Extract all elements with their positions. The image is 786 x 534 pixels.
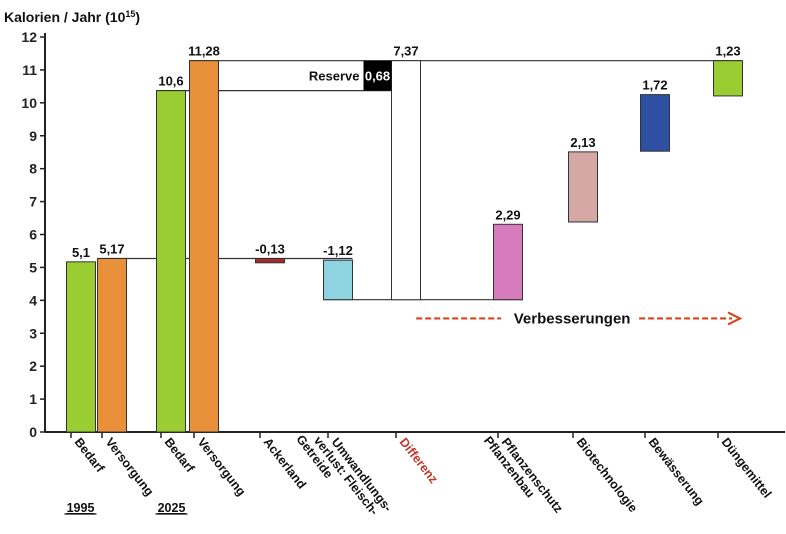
annotation-label: Verbesserungen — [514, 310, 631, 327]
x-tick-label: Bedarf — [72, 435, 108, 475]
x-tick-label: Umwandlungs-verlust: Fleisch-Getreide — [293, 416, 394, 530]
x-tick-label-line: Düngemittel — [719, 435, 775, 501]
data-label: 11,28 — [188, 44, 220, 59]
reserve-box — [363, 60, 392, 91]
bar — [323, 259, 353, 301]
x-tick-label-line: Bewässerung — [646, 435, 707, 508]
data-label: 5,17 — [99, 242, 124, 257]
y-tick-label: 5 — [29, 259, 37, 275]
y-tick-label: 3 — [29, 325, 37, 341]
x-tick-label: Biotechnologie — [574, 435, 641, 515]
x-tick-label-line: Bedarf — [162, 435, 198, 475]
y-tick-label: 7 — [29, 194, 37, 210]
x-tick-label: PflanzenschutzPflanzenbau — [481, 426, 566, 524]
y-tick-label: 4 — [29, 292, 37, 308]
bar — [97, 258, 127, 433]
improvements-annotation: Verbesserungen — [416, 310, 743, 327]
chart-title: Kalorien / Jahr (1015) — [4, 9, 140, 25]
bar — [568, 151, 598, 223]
group-label: 2025 — [158, 501, 186, 515]
x-tick-label: Bedarf — [162, 435, 198, 475]
reserve-annotation: 0,68 Reserve — [309, 60, 392, 91]
bar — [189, 60, 219, 433]
bar — [640, 94, 670, 152]
data-label: -0,13 — [255, 242, 285, 257]
y-tick-label: 1 — [29, 391, 37, 407]
x-tick-label: Düngemittel — [719, 435, 775, 501]
data-label: 2,13 — [570, 135, 595, 150]
y-tick-label: 2 — [29, 358, 37, 374]
data-label: 1,23 — [715, 44, 740, 59]
bar — [391, 60, 421, 301]
bar — [713, 60, 743, 97]
y-tick-label: 0 — [29, 424, 37, 440]
y-tick-label: 9 — [29, 128, 37, 144]
y-tick-label: 11 — [22, 62, 37, 78]
reserve-label: Reserve — [309, 69, 360, 84]
data-label: 1,72 — [642, 78, 667, 93]
y-tick-label: 10 — [21, 95, 37, 111]
x-tick-label: Bewässerung — [646, 435, 707, 508]
x-tick-label-line: Versorgung — [195, 435, 249, 498]
data-label: -1,12 — [323, 243, 353, 258]
bar — [493, 223, 523, 301]
x-tick-label-line: Bedarf — [72, 435, 108, 475]
data-label: 2,29 — [495, 207, 520, 222]
data-label: 5,1 — [72, 245, 90, 260]
x-tick-label-line: Versorgung — [103, 435, 157, 498]
bar — [156, 90, 186, 433]
x-tick-label: Versorgung — [103, 435, 157, 498]
data-label: 7,37 — [393, 44, 418, 59]
annotation-arrowhead — [727, 311, 743, 326]
reserve-value: 0,68 — [365, 69, 390, 84]
group-label: 1995 — [67, 501, 95, 515]
y-tick-label: 8 — [29, 161, 37, 177]
bars: 5,1 5,17 10,6 11,28 -0,13 -1,12 7,37 2,29 2,13 1,… — [66, 44, 743, 433]
y-tick-label: 12 — [21, 29, 37, 45]
data-label: 10,6 — [158, 74, 183, 89]
x-tick-label: Differenz — [397, 435, 441, 486]
x-tick-label: Versorgung — [195, 435, 249, 498]
bar — [255, 258, 285, 264]
bar — [66, 261, 96, 433]
y-tick-label: 6 — [29, 227, 37, 243]
x-tick-label-line: Biotechnologie — [574, 435, 641, 515]
x-tick-label-line: Differenz — [397, 435, 441, 486]
